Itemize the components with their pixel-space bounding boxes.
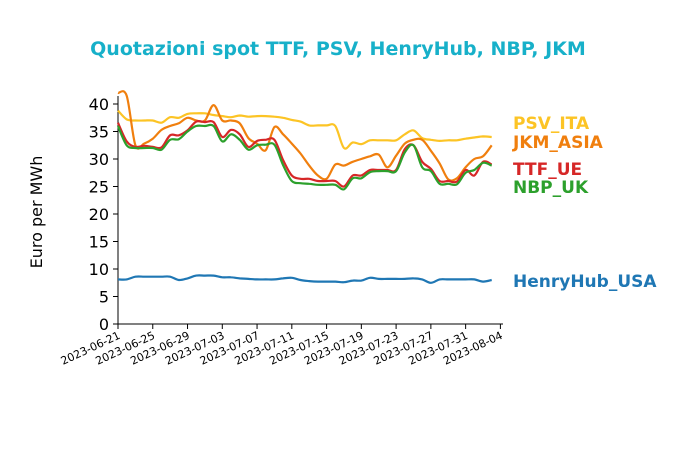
series-label-psv-ita: PSV_ITA [513, 114, 590, 134]
chart-title: Quotazioni spot TTF, PSV, HenryHub, NBP,… [90, 38, 586, 60]
y-axis-label: Euro per MWh [27, 156, 46, 269]
y-tick-label: 35 [89, 123, 109, 142]
y-tick-label: 15 [89, 233, 109, 252]
y-tick-label: 10 [89, 260, 109, 279]
series-line-ttf-ue [116, 119, 493, 188]
y-tick-label: 20 [89, 205, 109, 224]
series-line-psv-ita [117, 109, 492, 150]
series-line-nbp-uk [116, 123, 493, 191]
series-label-ttf-ue: TTF_UE [513, 160, 582, 180]
y-tick-label: 30 [89, 150, 109, 169]
y-tick-label: 5 [99, 288, 109, 307]
series-lines [116, 90, 493, 284]
series-line-jkm-asia [117, 90, 493, 182]
y-tick-label: 25 [89, 178, 109, 197]
series-line-henryhub-usa [117, 274, 492, 284]
y-tick-label: 0 [99, 315, 109, 334]
series-label-nbp-uk: NBP_UK [513, 178, 589, 198]
series-label-jkm-asia: JKM_ASIA [512, 133, 604, 153]
y-tick-label: 40 [89, 95, 109, 114]
series-label-henryhub-usa: HenryHub_USA [513, 272, 657, 292]
